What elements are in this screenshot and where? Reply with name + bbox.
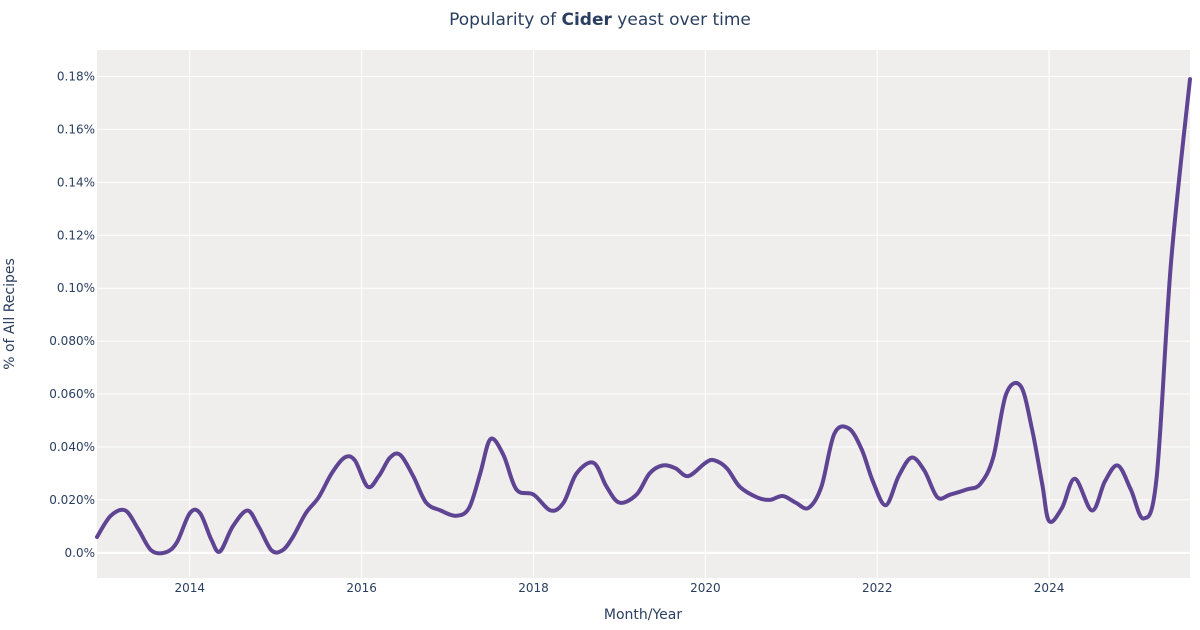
x-tick-label: 2022 — [862, 581, 893, 595]
x-tick-label: 2018 — [518, 581, 549, 595]
x-axis-title: Month/Year — [604, 607, 682, 623]
y-tick-label: 0.060% — [49, 387, 95, 401]
y-tick-label: 0.0% — [65, 546, 96, 560]
y-tick-label: 0.040% — [49, 440, 95, 454]
x-tick-label: 2020 — [690, 581, 721, 595]
y-tick-label: 0.16% — [57, 122, 95, 136]
series-layer — [95, 77, 1192, 556]
y-tick-label: 0.14% — [57, 175, 95, 189]
y-axis-title: % of All Recipes — [2, 258, 18, 370]
series-line — [95, 77, 1192, 556]
plot-area — [97, 50, 1190, 578]
y-tick-label: 0.020% — [49, 493, 95, 507]
x-tick-label: 2014 — [175, 581, 206, 595]
chart-title: Popularity of Cider yeast over time — [449, 10, 751, 30]
chart-title-prefix: Popularity of — [449, 10, 561, 30]
chart-title-suffix: yeast over time — [612, 10, 751, 30]
x-tick-label: 2016 — [346, 581, 377, 595]
chart-title-highlight: Cider — [562, 10, 613, 30]
y-tick-label: 0.10% — [57, 281, 95, 295]
y-tick-label: 0.12% — [57, 228, 95, 242]
y-tick-label: 0.18% — [57, 69, 95, 83]
y-tick-label: 0.080% — [49, 334, 95, 348]
x-grid — [189, 50, 1050, 578]
x-tick-label: 2024 — [1034, 581, 1065, 595]
y-axis-ticks: 0.0% 0.020% 0.040% 0.060% 0.080% 0.10% 0.12% 0.… — [49, 69, 95, 559]
x-axis-ticks: 2014 2016 2018 2020 2022 2024 — [175, 581, 1065, 595]
